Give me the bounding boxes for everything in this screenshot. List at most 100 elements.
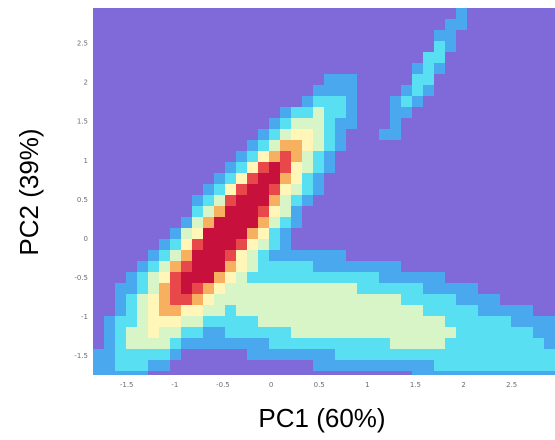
heatmap-cell bbox=[544, 360, 555, 371]
heatmap-cell bbox=[148, 272, 159, 283]
heatmap-cell bbox=[247, 327, 258, 338]
heatmap-cell bbox=[291, 195, 302, 206]
y-tick-label: 2.5 bbox=[77, 40, 88, 48]
heatmap-cell bbox=[500, 338, 511, 349]
heatmap-cell bbox=[489, 360, 500, 371]
heatmap-cell bbox=[335, 140, 346, 151]
heatmap-cell bbox=[401, 360, 412, 371]
heatmap-cell bbox=[214, 228, 225, 239]
heatmap-cell bbox=[148, 316, 159, 327]
heatmap-cell bbox=[247, 272, 258, 283]
heatmap-cell bbox=[401, 349, 412, 360]
heatmap-cell bbox=[115, 316, 126, 327]
y-axis-ticks: 2.5 2 1.5 1 0.5 0 -0.5 -1 -1.5 bbox=[74, 40, 88, 360]
heatmap-cell bbox=[247, 305, 258, 316]
heatmap-cell bbox=[445, 283, 456, 294]
heatmap-cell bbox=[401, 327, 412, 338]
heatmap-cell bbox=[159, 239, 170, 250]
heatmap-cell bbox=[291, 261, 302, 272]
heatmap-cell bbox=[412, 74, 423, 85]
heatmap-cell bbox=[412, 294, 423, 305]
heatmap-cell bbox=[313, 327, 324, 338]
heatmap-cell bbox=[335, 96, 346, 107]
heatmap-cell bbox=[137, 272, 148, 283]
heatmap-cell bbox=[225, 173, 236, 184]
heatmap-cell bbox=[390, 327, 401, 338]
heatmap-cell bbox=[181, 283, 192, 294]
heatmap-cell bbox=[368, 272, 379, 283]
heatmap-cell bbox=[115, 294, 126, 305]
heatmap-cell bbox=[313, 316, 324, 327]
heatmap-cell bbox=[313, 283, 324, 294]
heatmap-cell bbox=[236, 327, 247, 338]
heatmap-cell bbox=[192, 239, 203, 250]
heatmap-cell bbox=[269, 118, 280, 129]
heatmap-cell bbox=[324, 74, 335, 85]
heatmap-cell bbox=[115, 327, 126, 338]
heatmap-cell bbox=[258, 261, 269, 272]
heatmap-cell bbox=[335, 261, 346, 272]
heatmap-cell bbox=[489, 349, 500, 360]
heatmap-cell bbox=[423, 63, 434, 74]
heatmap-cell bbox=[258, 140, 269, 151]
heatmap-cell bbox=[115, 338, 126, 349]
heatmap-cell bbox=[346, 338, 357, 349]
heatmap-cell bbox=[148, 305, 159, 316]
heatmap-cell bbox=[478, 305, 489, 316]
heatmap-cell bbox=[445, 305, 456, 316]
heatmap-cell bbox=[423, 85, 434, 96]
heatmap-cell bbox=[335, 360, 346, 371]
heatmap-cell bbox=[390, 261, 401, 272]
heatmap-cell bbox=[291, 162, 302, 173]
heatmap-cell bbox=[456, 8, 467, 19]
heatmap-cell bbox=[544, 349, 555, 360]
heatmap-cell bbox=[522, 305, 533, 316]
heatmap-cell bbox=[390, 272, 401, 283]
heatmap-cell bbox=[192, 327, 203, 338]
heatmap-cell bbox=[379, 283, 390, 294]
heatmap-cell bbox=[313, 140, 324, 151]
heatmap-cell bbox=[126, 349, 137, 360]
heatmap-cell bbox=[203, 283, 214, 294]
heatmap-cell bbox=[401, 316, 412, 327]
heatmap-cell bbox=[126, 327, 137, 338]
x-tick-label: 2 bbox=[461, 381, 465, 389]
heatmap-cell bbox=[335, 294, 346, 305]
heatmap-cell bbox=[346, 85, 357, 96]
heatmap-cell bbox=[324, 294, 335, 305]
heatmap-cell bbox=[324, 96, 335, 107]
heatmap-cell bbox=[159, 294, 170, 305]
heatmap-cell bbox=[357, 360, 368, 371]
heatmap-cell bbox=[181, 228, 192, 239]
heatmap-cell bbox=[401, 96, 412, 107]
heatmap-cell bbox=[170, 349, 181, 360]
heatmap-cell bbox=[478, 327, 489, 338]
heatmap-cell bbox=[247, 228, 258, 239]
heatmap-cell bbox=[357, 305, 368, 316]
heatmap-cell bbox=[302, 173, 313, 184]
heatmap-cell bbox=[511, 338, 522, 349]
heatmap-cell bbox=[203, 195, 214, 206]
heatmap-cell bbox=[203, 327, 214, 338]
heatmap-cell bbox=[434, 338, 445, 349]
y-tick-label: 1 bbox=[84, 157, 88, 165]
x-tick-label: 0.5 bbox=[314, 381, 325, 389]
heatmap-cell bbox=[335, 316, 346, 327]
heatmap-cell bbox=[335, 305, 346, 316]
heatmap-cell bbox=[511, 305, 522, 316]
x-tick-label: -1 bbox=[171, 381, 178, 389]
heatmap-cell bbox=[225, 272, 236, 283]
heatmap-cell bbox=[434, 30, 445, 41]
heatmap-cell bbox=[269, 195, 280, 206]
heatmap-cell bbox=[225, 338, 236, 349]
heatmap-cell bbox=[368, 283, 379, 294]
heatmap-cell bbox=[412, 283, 423, 294]
heatmap-cell bbox=[291, 349, 302, 360]
heatmap-cell bbox=[126, 305, 137, 316]
heatmap-cell bbox=[137, 305, 148, 316]
heatmap-cell bbox=[258, 162, 269, 173]
heatmap-cell bbox=[181, 217, 192, 228]
heatmap-cell bbox=[192, 217, 203, 228]
heatmap-cell bbox=[236, 195, 247, 206]
heatmap-cell bbox=[324, 360, 335, 371]
